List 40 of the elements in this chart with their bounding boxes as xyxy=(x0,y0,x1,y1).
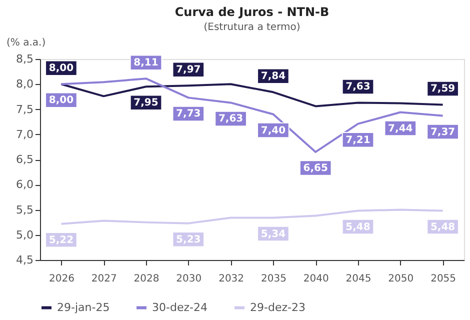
x-tick-label: 2050 xyxy=(388,274,414,284)
y-tick-label: 6,5 xyxy=(16,153,34,166)
legend-label: 29-jan-25 xyxy=(57,300,110,314)
legend-label: 30-dez-24 xyxy=(152,300,208,314)
data-label: 7,21 xyxy=(346,134,370,146)
y-axis-title: (% a.a.) xyxy=(6,38,46,48)
data-label: 7,44 xyxy=(388,123,413,134)
data-label: 7,40 xyxy=(260,125,286,136)
y-tick-label: 7,5 xyxy=(16,102,34,116)
data-label: 7,95 xyxy=(134,98,158,109)
x-tick-label: 2026 xyxy=(48,274,74,284)
x-tick-label: 2045 xyxy=(346,274,372,284)
x-tick-label: 2055 xyxy=(430,274,456,284)
data-label: 7,63 xyxy=(346,82,370,93)
y-tick-label: 5,5 xyxy=(16,203,34,216)
x-tick-label: 2035 xyxy=(260,274,286,284)
y-tick-label: 6,0 xyxy=(16,178,34,192)
x-tick-label: 2028 xyxy=(134,274,160,284)
data-label: 8,00 xyxy=(48,95,74,106)
y-tick-label: 8,5 xyxy=(16,52,34,66)
legend-label: 29-dez-23 xyxy=(250,300,306,314)
data-label: 6,65 xyxy=(303,162,328,174)
data-label: 8,11 xyxy=(134,58,158,69)
y-tick-label: 8,0 xyxy=(16,78,34,91)
x-tick-label: 2032 xyxy=(218,274,244,284)
x-tick-label: 2040 xyxy=(303,274,329,284)
y-tick-label: 7,0 xyxy=(16,128,34,141)
chart-title: Curva de Juros - NTN-B xyxy=(174,5,330,19)
y-tick-label: 5,0 xyxy=(16,228,34,242)
data-label: 7,97 xyxy=(176,64,201,76)
x-tick-label: 2030 xyxy=(176,274,202,284)
data-label: 7,37 xyxy=(430,126,456,138)
data-label: 7,59 xyxy=(430,84,456,95)
data-label: 8,00 xyxy=(48,63,74,74)
data-label: 7,84 xyxy=(260,71,286,82)
y-tick-label: 4,5 xyxy=(16,254,34,266)
data-label: 7,73 xyxy=(176,108,201,120)
x-tick-label: 2027 xyxy=(91,274,117,284)
data-label: 7,63 xyxy=(218,114,244,125)
chart-subtitle: (Estrutura a termo) xyxy=(204,22,300,33)
